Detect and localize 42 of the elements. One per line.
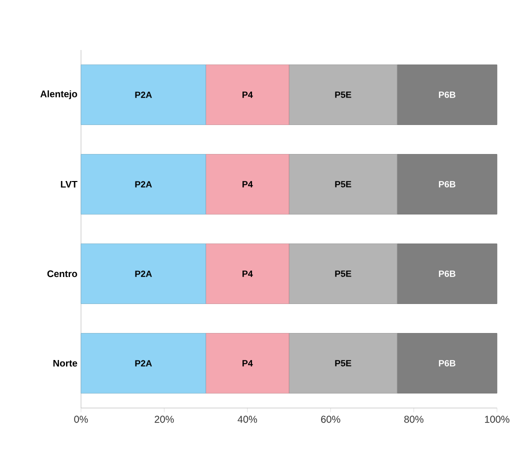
series-label: P5E (335, 92, 352, 98)
bar (206, 333, 290, 394)
y-tick-label: Centro (47, 270, 78, 278)
text: P4 (242, 270, 253, 277)
x-tick-label: 100% (485, 416, 510, 423)
y-tick-label: LVT (60, 180, 78, 188)
bar (80, 244, 206, 304)
bar (396, 244, 498, 304)
x-tick-label: 40% (238, 416, 258, 423)
y-tick-label: Alentejo (40, 90, 78, 100)
bar (396, 154, 498, 214)
text: P5E (335, 360, 352, 366)
y-tick-label: Norte (53, 360, 78, 367)
text: P2A (135, 181, 152, 188)
bar (396, 333, 498, 394)
bar (80, 333, 206, 394)
bar (80, 64, 206, 125)
text: P6B (438, 270, 456, 277)
bar (288, 64, 398, 125)
text: P6B (438, 360, 456, 366)
bar (206, 154, 290, 214)
x-tick-label: 60% (321, 416, 340, 423)
x-tick-label: 0% (74, 416, 88, 423)
series-label: P6B (438, 92, 456, 98)
series-label: P2A (135, 92, 152, 98)
series-label: P4 (242, 181, 253, 188)
text: P6B (438, 181, 456, 188)
text: P4 (242, 92, 253, 98)
text: P5E (335, 181, 352, 188)
bar (80, 154, 206, 214)
bar (288, 154, 398, 214)
text: P4 (242, 360, 253, 366)
text: P2A (135, 360, 152, 366)
bar (206, 64, 290, 125)
bar (206, 244, 290, 304)
text: P2A (135, 270, 152, 277)
bar (288, 333, 398, 394)
bar (396, 64, 498, 125)
bar (288, 244, 398, 304)
text: P5E (335, 270, 352, 277)
x-tick-label: 20% (154, 416, 174, 423)
x-tick-label: 80% (404, 416, 424, 423)
